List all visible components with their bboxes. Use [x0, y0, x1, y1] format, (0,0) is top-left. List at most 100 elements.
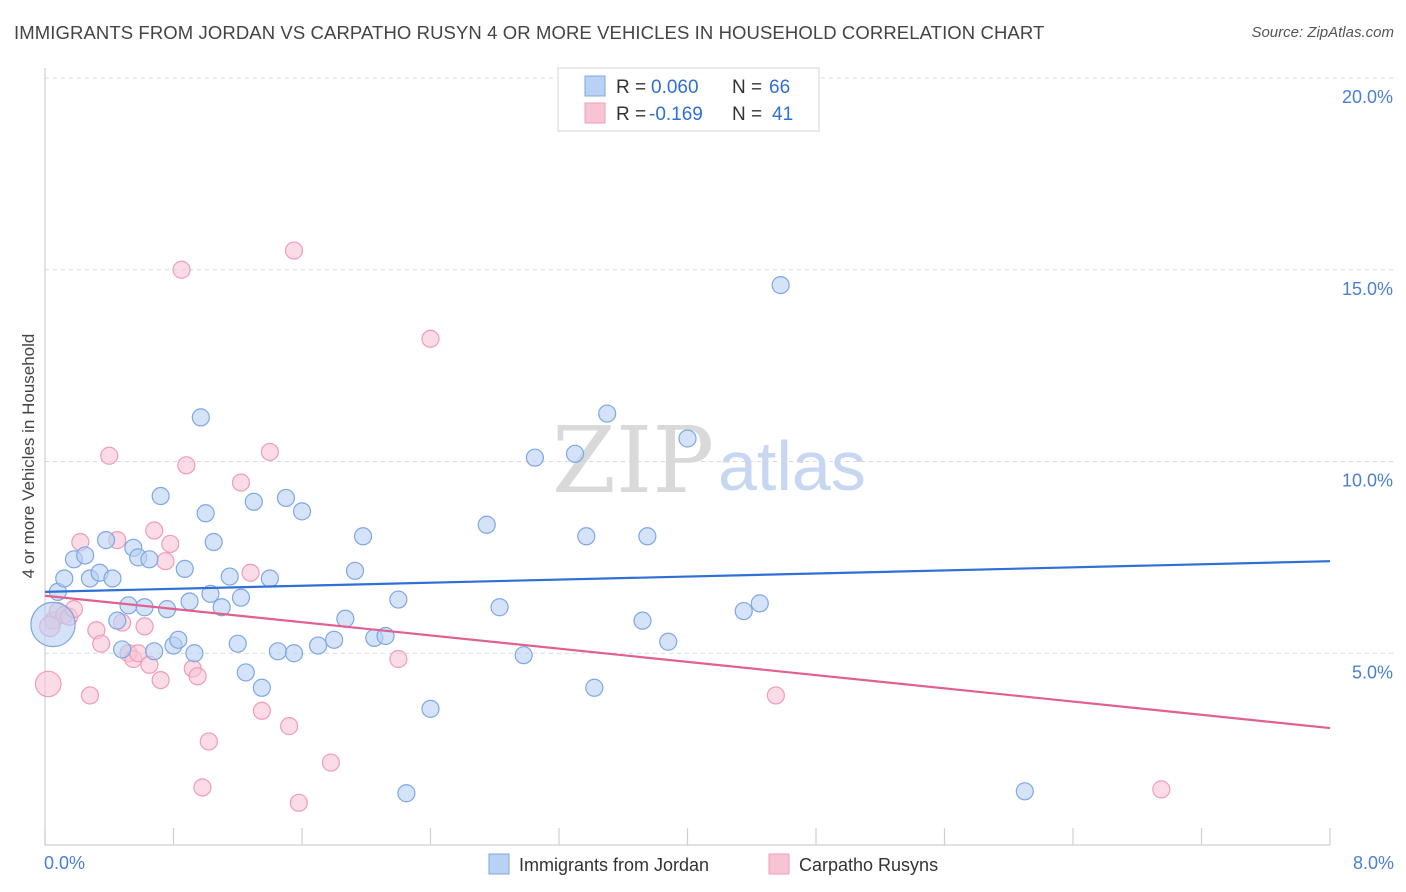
carpatho-rusyns-point	[92, 634, 111, 653]
x-tick-label-max: 8.0%	[1353, 853, 1394, 873]
jordan-point	[228, 634, 247, 653]
carpatho-rusyns-point	[188, 667, 207, 686]
watermark-atlas: atlas	[718, 427, 866, 505]
jordan-point	[353, 527, 373, 546]
jordan-point	[336, 609, 355, 628]
jordan-point	[276, 488, 296, 508]
source-credit: Source: ZipAtlas.com	[1251, 24, 1394, 41]
x-tick-label-min: 0.0%	[44, 853, 85, 873]
jordan-trend-line	[44, 560, 1331, 593]
jordan-point	[76, 546, 95, 565]
carpatho-rusyns-points	[34, 241, 1171, 812]
jordan-point	[421, 699, 440, 718]
jordan-point	[140, 550, 159, 569]
jordan-point	[750, 594, 769, 613]
jordan-point	[268, 642, 288, 661]
jordan-point	[191, 408, 210, 427]
jordan-point	[260, 569, 279, 588]
watermark: ZIP atlas	[552, 407, 866, 514]
jordan-point	[577, 527, 596, 546]
jordan-point	[325, 630, 344, 649]
series-legend-swatch-jordan	[488, 853, 510, 875]
jordan-point	[201, 584, 220, 603]
jordan-point	[220, 567, 239, 586]
carpatho-rusyns-point	[389, 649, 408, 669]
carpatho-rusyns-point	[321, 753, 341, 772]
legend-r-label-carpatho-rusyns: R =	[616, 104, 646, 125]
legend-r-label-jordan: R =	[616, 77, 646, 98]
carpatho-rusyns-point	[100, 446, 119, 465]
jordan-point	[598, 404, 617, 423]
carpatho-rusyns-point	[135, 617, 154, 636]
jordan-point	[103, 569, 122, 588]
x-axis-ticks	[44, 828, 1331, 845]
carpatho-rusyns-point	[252, 701, 271, 720]
carpatho-rusyns-point	[280, 717, 299, 736]
series-legend: Immigrants from Jordan Carpatho Rusyns	[488, 853, 938, 875]
jordan-point	[678, 429, 697, 448]
jordan-point	[55, 569, 74, 588]
jordan-point	[180, 592, 199, 611]
jordan-point	[236, 663, 255, 682]
carpatho-rusyns-point	[177, 456, 196, 475]
jordan-points	[30, 275, 1034, 803]
carpatho-rusyns-point	[231, 473, 251, 492]
carpatho-rusyns-point	[156, 552, 175, 571]
legend-r-value-carpatho-rusyns: -0.169	[649, 104, 703, 125]
jordan-point	[477, 515, 496, 534]
carpatho-rusyns-point	[199, 732, 218, 751]
jordan-point	[389, 590, 408, 609]
y-tick-label: 5.0%	[1352, 662, 1393, 682]
jordan-point	[185, 644, 204, 663]
jordan-point	[659, 632, 678, 651]
jordan-point	[204, 532, 223, 552]
jordan-point	[175, 559, 194, 578]
carpatho-rusyns-point	[151, 670, 170, 690]
legend-swatch-jordan	[584, 75, 606, 97]
carpatho-rusyns-point	[289, 793, 308, 812]
jordan-point	[112, 640, 132, 659]
series-legend-label-carpatho-rusyns: Carpatho Rusyns	[799, 855, 938, 875]
jordan-point	[490, 598, 509, 617]
y-axis-label: 4 or more Vehicles in Household	[19, 334, 38, 579]
jordan-point	[252, 678, 271, 697]
legend-n-value-carpatho-rusyns: 41	[772, 104, 793, 125]
jordan-point	[231, 588, 251, 607]
y-tick-label: 20.0%	[1342, 87, 1393, 107]
jordan-point	[397, 784, 416, 803]
carpatho-rusyns-point	[161, 534, 180, 554]
jordan-point	[169, 630, 188, 649]
carpatho-rusyns-point	[145, 521, 164, 540]
carpatho-rusyns-point	[241, 563, 260, 582]
carpatho-rusyns-point	[34, 670, 62, 698]
y-tick-labels: 5.0% 10.0% 15.0% 20.0%	[1342, 87, 1393, 682]
carpatho-rusyns-point	[284, 241, 304, 260]
carpatho-rusyns-point	[260, 442, 279, 462]
jordan-point	[108, 611, 127, 630]
jordan-point	[771, 275, 790, 295]
correlation-legend: R = 0.060 N = 66 R = -0.169 N = 41	[557, 67, 820, 132]
carpatho-rusyns-trend-line	[44, 594, 1331, 730]
jordan-point	[345, 561, 365, 580]
jordan-point	[734, 601, 753, 621]
y-tick-label: 10.0%	[1342, 471, 1393, 491]
jordan-point	[145, 642, 164, 661]
carpatho-rusyns-point	[80, 686, 100, 705]
jordan-point	[292, 502, 312, 521]
jordan-point	[525, 448, 545, 467]
jordan-point	[638, 527, 657, 546]
jordan-point	[308, 636, 328, 655]
jordan-point	[633, 611, 652, 630]
jordan-point	[1015, 782, 1034, 801]
jordan-point	[30, 601, 76, 648]
carpatho-rusyns-point	[1152, 780, 1171, 799]
jordan-point	[284, 644, 304, 663]
jordan-point	[151, 486, 170, 506]
series-legend-swatch-carpatho-rusyns	[768, 853, 790, 875]
legend-swatch-carpatho-rusyns	[584, 102, 606, 124]
jordan-point	[244, 492, 263, 511]
y-tick-label: 15.0%	[1342, 279, 1393, 299]
series-legend-label-jordan: Immigrants from Jordan	[519, 855, 709, 875]
